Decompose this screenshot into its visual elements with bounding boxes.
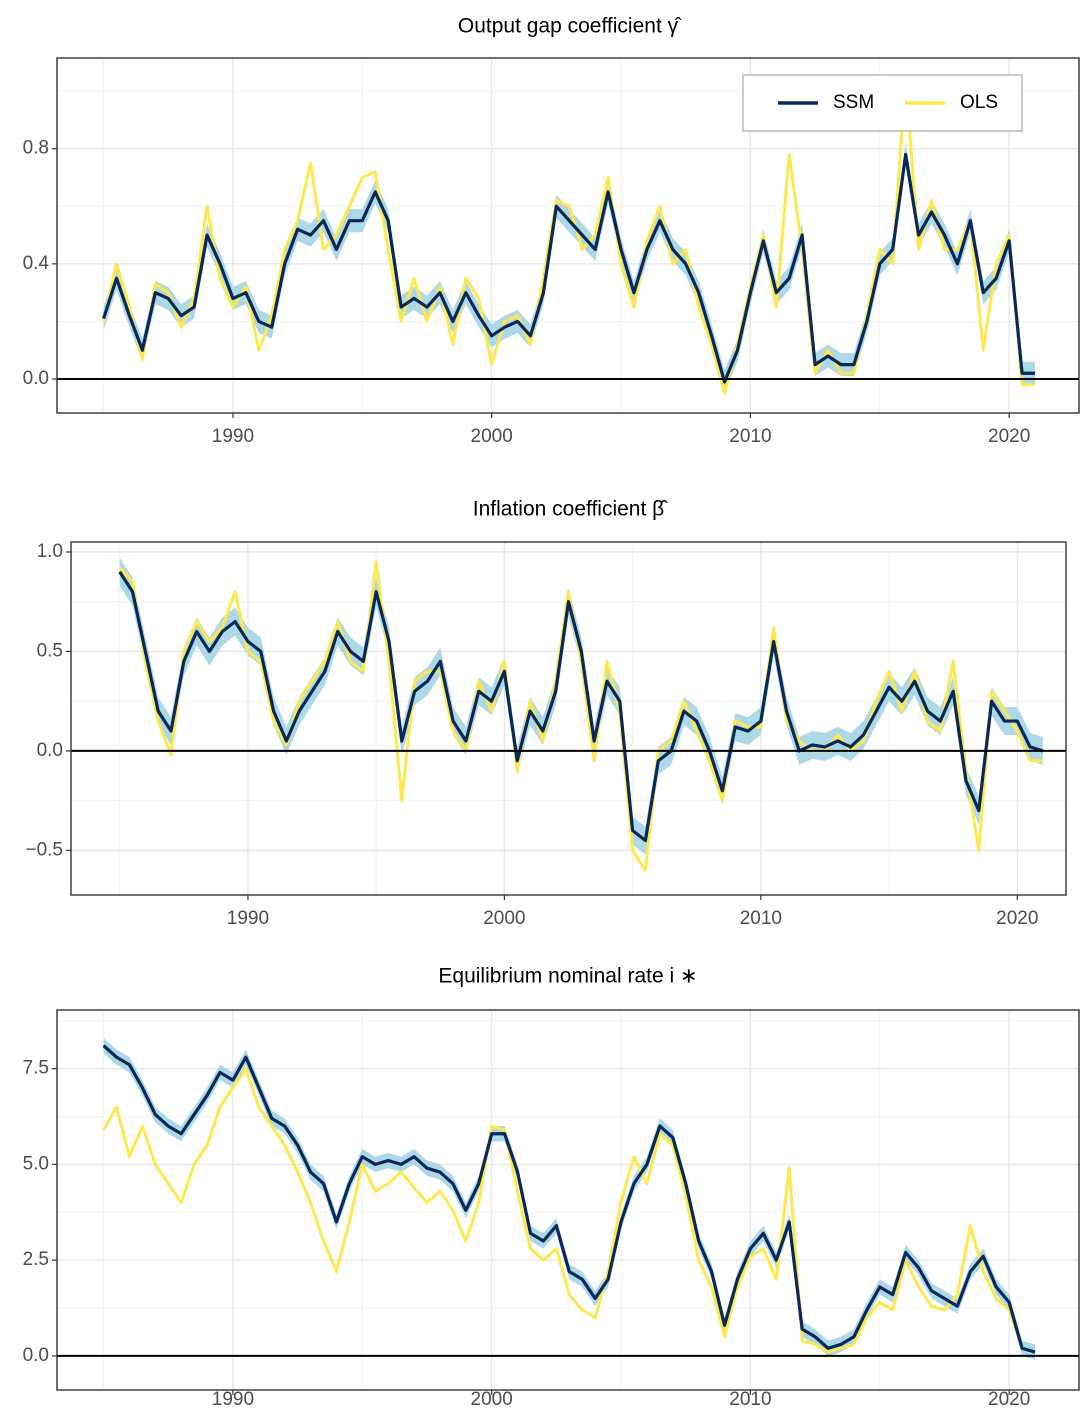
confidence-band <box>119 557 1043 855</box>
plot-frame <box>56 57 1080 414</box>
y-tick-label: 0.0 <box>23 1345 49 1366</box>
panel-title: Output gap coefficient γ̂ <box>458 15 682 38</box>
x-tick-label: 2010 <box>740 908 782 929</box>
x-tick-label: 2020 <box>988 426 1030 447</box>
legend-label: SSM <box>833 92 874 113</box>
y-tick-label: 1.0 <box>37 541 63 562</box>
panel-title: Equilibrium nominal rate i ∗ <box>438 965 697 988</box>
plot-area <box>102 75 1036 395</box>
x-tick-label: 2000 <box>483 908 525 929</box>
y-tick-label: 0.0 <box>23 368 49 389</box>
x-tick-label: 2020 <box>996 908 1038 929</box>
series-line <box>118 560 1043 872</box>
series-line <box>118 570 1044 843</box>
panel: Output gap coefficient γ̂ 1990 2000 2010 202… <box>23 15 1080 447</box>
plot-area <box>102 1037 1036 1360</box>
plot-frame <box>56 1009 1080 1391</box>
x-tick-label: 1990 <box>227 908 269 929</box>
x-tick-label: 2000 <box>471 426 513 447</box>
x-tick-label: 2010 <box>729 426 771 447</box>
panel: Inflation coefficient β̂ 1990 2000 2010 2020… <box>25 498 1067 929</box>
x-tick-label: 1990 <box>212 1389 254 1410</box>
series-line <box>102 1067 1036 1354</box>
legend-label: OLS <box>960 92 998 113</box>
y-tick-label: 0.0 <box>37 740 63 761</box>
series-line <box>102 152 1036 384</box>
y-tick-label: 0.8 <box>23 138 49 159</box>
series-line <box>102 75 1036 395</box>
y-tick-label: 2.5 <box>23 1249 49 1270</box>
y-tick-label: 7.5 <box>23 1058 49 1079</box>
x-tick-label: 2010 <box>729 1389 771 1410</box>
plot-frame <box>70 541 1067 896</box>
y-tick-label: −0.5 <box>25 839 63 860</box>
panel: Equilibrium nominal rate i ∗ 1990 2000 2010… <box>23 965 1080 1410</box>
confidence-band <box>103 142 1036 394</box>
x-tick-label: 2020 <box>988 1389 1030 1410</box>
plot-area <box>118 557 1044 872</box>
x-tick-label: 1990 <box>212 426 254 447</box>
x-tick-label: 2000 <box>471 1389 513 1410</box>
confidence-band <box>103 1037 1036 1360</box>
y-tick-label: 0.5 <box>37 640 63 661</box>
series-line <box>102 1044 1036 1354</box>
y-tick-label: 0.4 <box>23 253 50 274</box>
y-tick-label: 5.0 <box>23 1153 49 1174</box>
panel-title: Inflation coefficient β̂ <box>473 498 668 521</box>
